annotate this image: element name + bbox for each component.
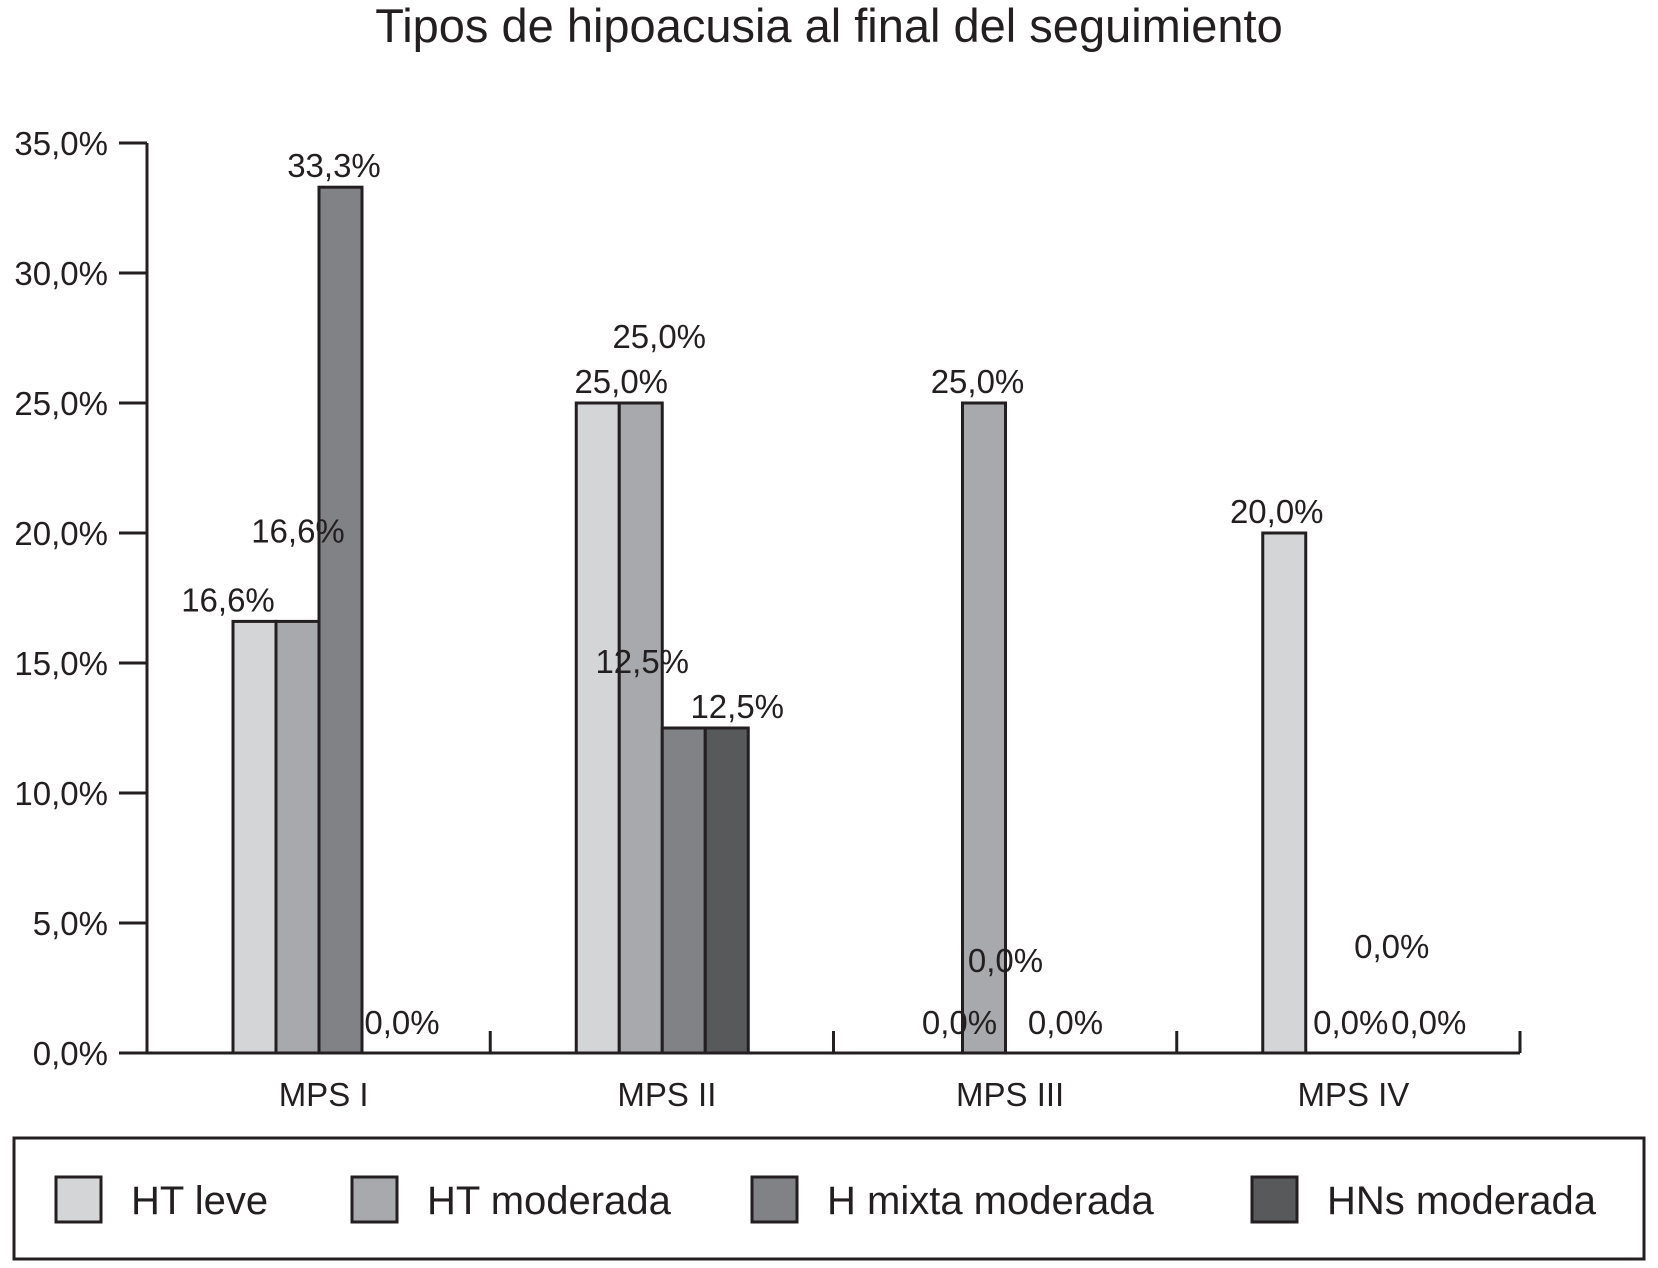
bar-value-label: 0,0% [922,1004,997,1041]
data-labels: 16,6% 25,0% 0,0% 20,0% 16,6% 25,0% 25,0% 0,0% 33… [181,147,1466,1041]
bar-value-label: 16,6% [251,512,345,549]
y-tick-label: 0,0% [33,1035,108,1072]
legend-label: HT moderada [427,1179,672,1223]
bar-value-label: 20,0% [1230,493,1324,530]
legend-swatch [54,1175,103,1224]
y-tick-label: 10,0% [14,775,108,812]
bar-value-label: 0,0% [1354,928,1429,965]
bar-value-label: 12,5% [690,688,784,725]
bars [231,185,1308,1055]
y-tick-label: 35,0% [14,125,108,162]
bar-value-label: 0,0% [1028,1004,1103,1041]
legend: HT leve HT moderada H mixta moderada HNs mo… [12,1136,1646,1261]
bar-value-label: 0,0% [364,1004,439,1041]
legend-label: HT leve [131,1179,268,1223]
bar-value-label: 0,0% [968,942,1043,979]
x-category-label: MPS I [279,1076,369,1113]
y-tick-label: 25,0% [14,385,108,422]
bar-value-label: 25,0% [574,363,668,400]
legend-swatch [750,1175,799,1224]
bar [231,619,278,1055]
y-tick-label: 15,0% [14,645,108,682]
bar-value-label: 0,0% [1313,1004,1388,1041]
bar-value-label: 33,3% [287,147,381,184]
bar-value-label: 0,0% [1391,1004,1466,1041]
bar [1261,531,1308,1055]
bar [274,619,321,1055]
bar-value-label: 25,0% [612,318,706,355]
legend-label: H mixta moderada [827,1179,1155,1223]
legend-box [12,1136,1646,1261]
y-tick-label: 30,0% [14,255,108,292]
bar-value-label: 16,6% [181,581,275,618]
x-category-label: MPS III [956,1076,1064,1113]
legend-swatch [1250,1175,1299,1224]
legend-label: HNs moderada [1327,1179,1597,1223]
bar-value-label: 25,0% [931,363,1025,400]
axes: 0,0% 5,0% 10,0% 15,0% 20,0% 25,0% 30,0% 35,0% MP… [14,125,1522,1113]
y-tick-label: 5,0% [33,905,108,942]
x-category-label: MPS IV [1297,1076,1409,1113]
x-category-label: MPS II [617,1076,716,1113]
bar [317,185,364,1055]
chart-title: Tipos de hipoacusia al final del seguimi… [375,0,1282,52]
bar [617,401,664,1055]
legend-swatch [350,1175,399,1224]
bar [703,726,750,1055]
bar [574,401,621,1055]
bar [961,401,1007,1055]
bar-value-label: 12,5% [595,643,689,680]
y-tick-label: 20,0% [14,515,108,552]
bar [660,726,707,1055]
